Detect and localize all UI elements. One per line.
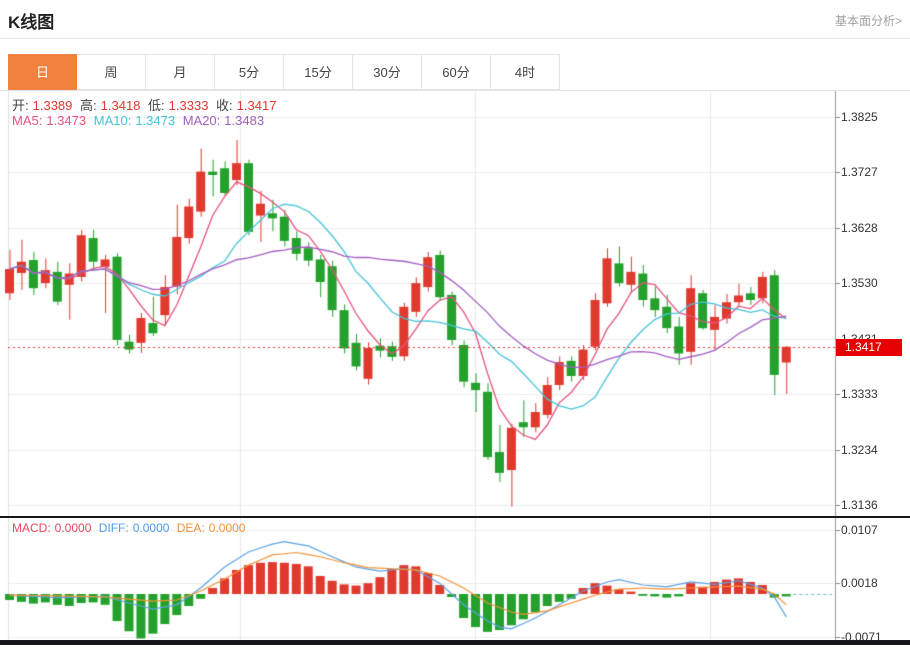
- price-axis-label: 1.3333: [841, 387, 878, 402]
- macd-label: MACD:: [12, 521, 51, 535]
- bottom-scrollbar[interactable]: [0, 640, 910, 645]
- price-axis-label: 1.3136: [841, 497, 878, 512]
- price-axis-label: 1.3234: [841, 442, 878, 457]
- high-value: 1.3418: [100, 98, 141, 113]
- price-axis-label: 1.3727: [841, 165, 878, 180]
- macd-value: 0.0000: [54, 521, 92, 535]
- high-label: 高:: [80, 98, 97, 113]
- ma10-value: 1.3473: [135, 113, 176, 128]
- ohlc-readout: 开: 1.3389 高: 1.3418 低: 1.3333 收: 1.3417: [12, 95, 280, 114]
- macd-readout: MACD: 0.0000 DIFF: 0.0000 DEA: 0.0000: [12, 521, 249, 535]
- diff-label: DIFF:: [98, 521, 129, 535]
- ma20-label: MA20:: [182, 113, 221, 128]
- open-value: 1.3389: [32, 98, 73, 113]
- close-label: 收:: [216, 98, 233, 113]
- low-label: 低:: [148, 98, 165, 113]
- current-price-badge: 1.3417: [836, 338, 902, 356]
- pane-divider: [0, 516, 910, 518]
- dea-label: DEA:: [176, 521, 205, 535]
- price-axis-label: 1.3530: [841, 276, 878, 291]
- ma10-label: MA10:: [93, 113, 132, 128]
- macd-axis-label: 0.0018: [841, 576, 878, 591]
- ma5-label: MA5:: [12, 113, 43, 128]
- ma20-value: 1.3483: [224, 113, 265, 128]
- low-value: 1.3333: [168, 98, 209, 113]
- diff-value: 0.0000: [132, 521, 170, 535]
- ma5-value: 1.3473: [46, 113, 87, 128]
- dea-value: 0.0000: [208, 521, 246, 535]
- price-axis-label: 1.3628: [841, 220, 878, 235]
- ma-readout: MA5: 1.3473 MA10: 1.3473 MA20: 1.3483: [12, 113, 268, 128]
- open-label: 开:: [12, 98, 29, 113]
- close-value: 1.3417: [236, 98, 277, 113]
- macd-axis-label: 0.0107: [841, 522, 878, 537]
- price-axis-label: 1.3825: [841, 110, 878, 124]
